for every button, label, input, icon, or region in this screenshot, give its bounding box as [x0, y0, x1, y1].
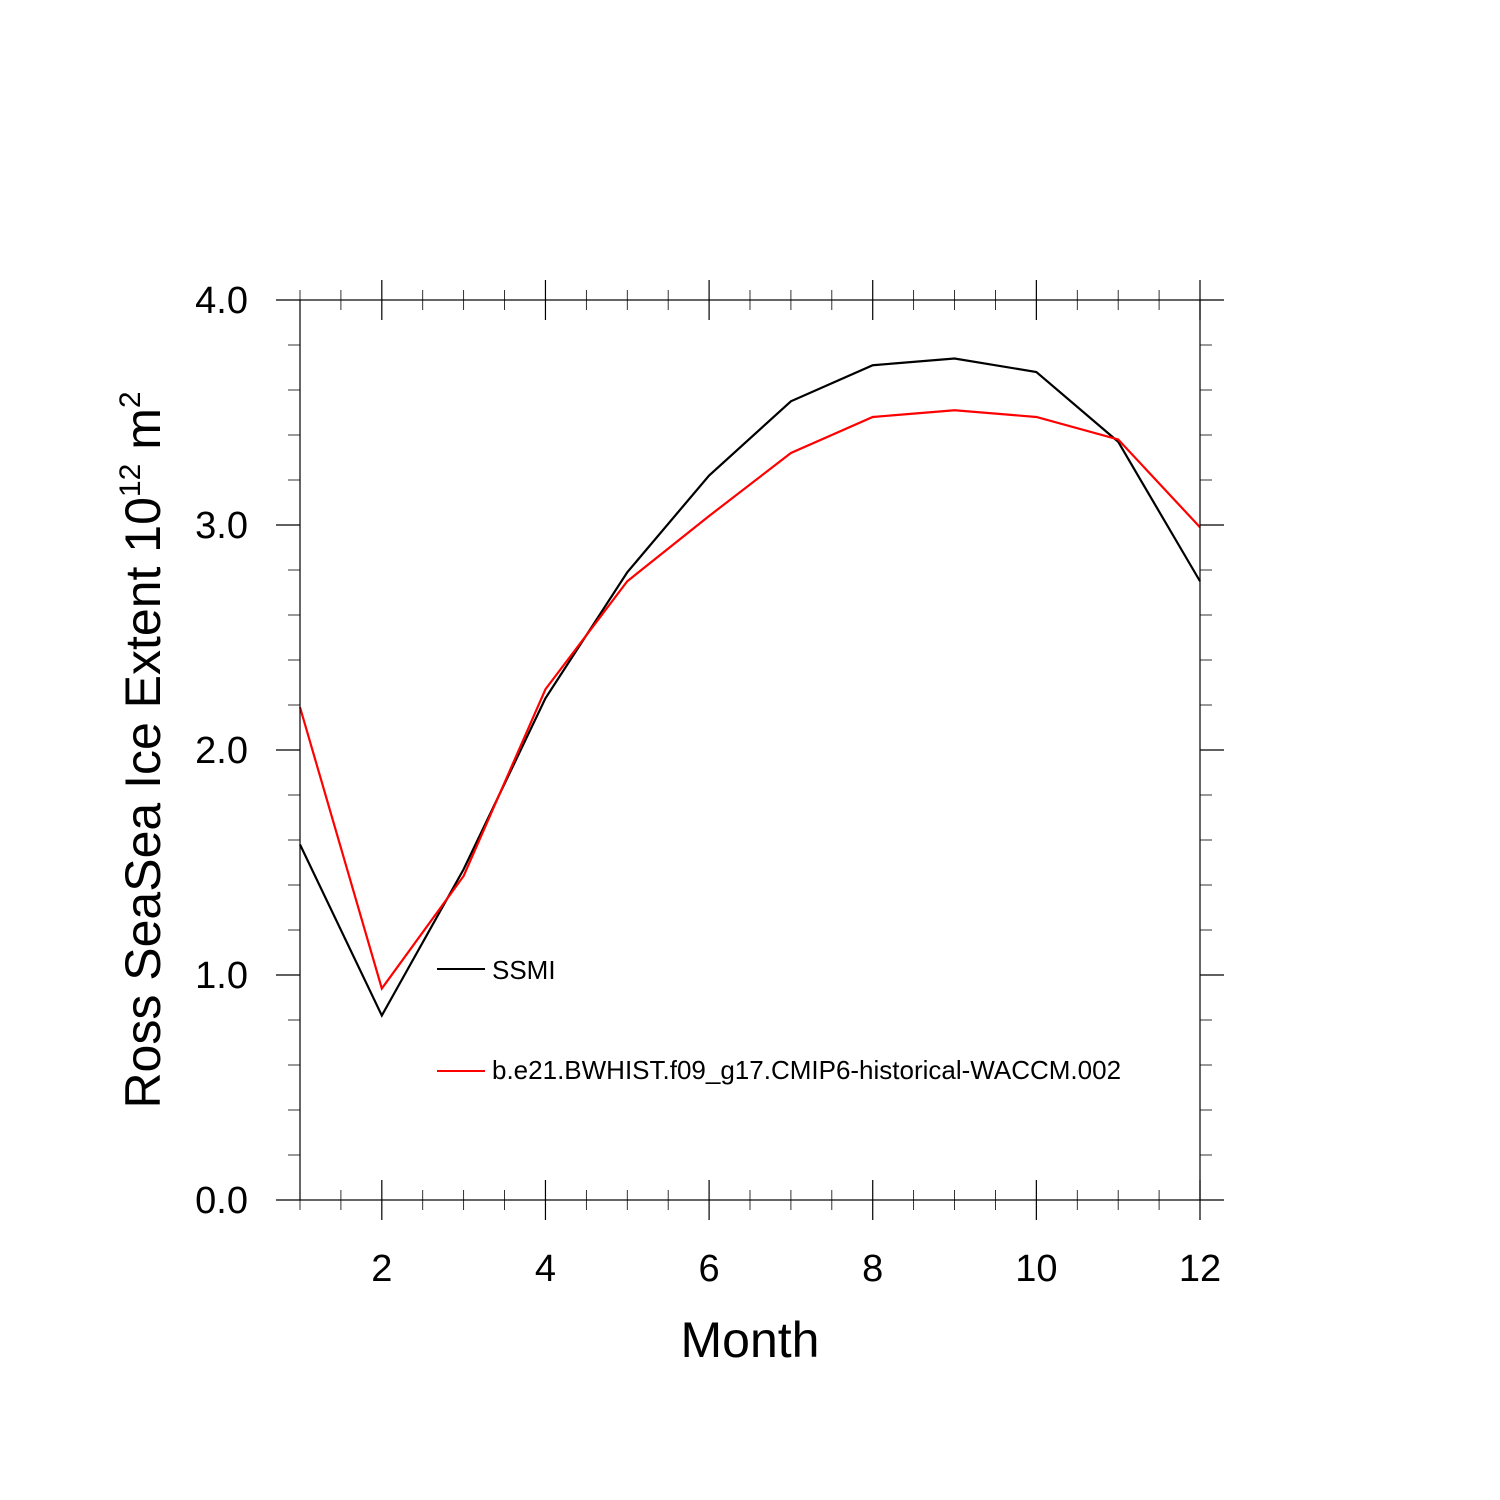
y-tick-label: 2.0 [195, 730, 248, 772]
x-tick-label: 2 [371, 1248, 392, 1290]
legend-label-ssmi: SSMI [492, 955, 556, 985]
plot-frame [299, 299, 1201, 1201]
y-tick-labels: 0.0 1.0 2.0 3.0 4.0 [195, 280, 248, 1222]
y-tick-label: 1.0 [195, 955, 248, 997]
x-tick-label: 4 [535, 1248, 556, 1290]
y-tick-label: 3.0 [195, 505, 248, 547]
legend: SSMI b.e21.BWHIST.f09_g17.CMIP6-historic… [437, 955, 1121, 1085]
series-line-1 [298, 409, 1201, 991]
y-axis-title-main: Ross SeaSea Ice Extent 10 [115, 497, 171, 1108]
y-tick-label: 0.0 [195, 1180, 248, 1222]
y-axis-title-exponent: 12 [114, 464, 147, 497]
data-series [298, 357, 1201, 1018]
x-tick-label: 6 [699, 1248, 720, 1290]
x-tick-label: 10 [1015, 1248, 1057, 1290]
legend-label-waccm: b.e21.BWHIST.f09_g17.CMIP6-historical-WA… [492, 1055, 1121, 1085]
x-tick-labels: 2 4 6 8 10 12 [371, 1248, 1221, 1290]
x-tick-label: 8 [862, 1248, 883, 1290]
x-axis-title: Month [681, 1312, 820, 1368]
y-tick-label: 4.0 [195, 280, 248, 322]
y-axis-title: Ross SeaSea Ice Extent 1012 m2 [114, 391, 171, 1108]
x-tick-label: 12 [1179, 1248, 1221, 1290]
y-axis-title-unit: m [115, 408, 171, 464]
y-axis-title-unit-exponent: 2 [114, 391, 147, 408]
